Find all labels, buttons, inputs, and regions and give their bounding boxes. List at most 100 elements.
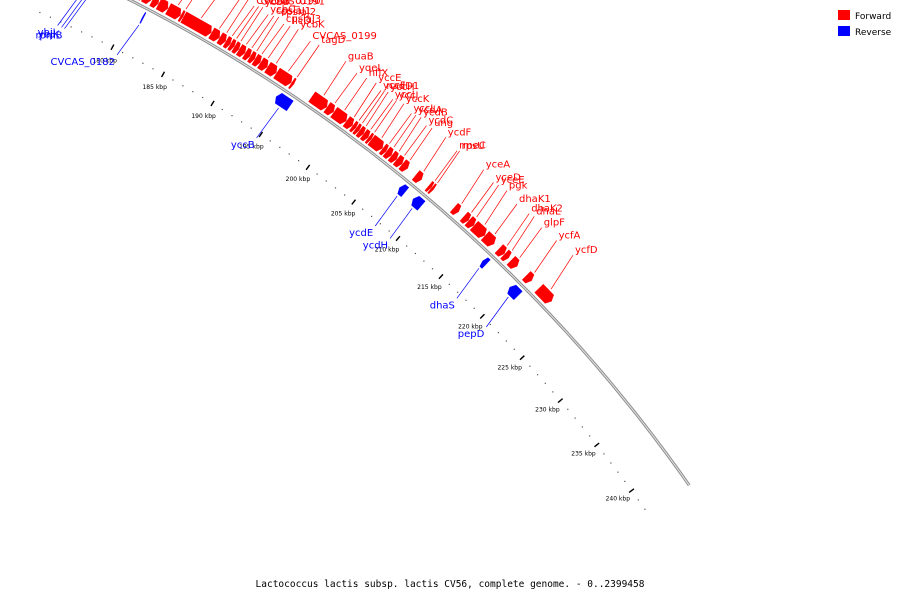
gene-pepD[interactable]: [507, 284, 523, 301]
gene-label-ycdH[interactable]: ycdH: [363, 240, 388, 251]
gene-CVCAS_0186[interactable]: [177, 10, 186, 23]
gene-label-cpslaJ1[interactable]: cpslaJ1: [276, 6, 311, 17]
gene-ycdB[interactable]: [387, 150, 399, 164]
gene-label-ycbC[interactable]: ycbC: [270, 4, 295, 15]
gene-guaB[interactable]: [308, 91, 328, 111]
gene-label-ybjJ[interactable]: ybjJ: [38, 28, 56, 39]
gene-label-CVCAS_0182[interactable]: CVCAS_0182: [51, 57, 115, 68]
gene-label-pepD[interactable]: pepD: [458, 329, 485, 340]
gene-label-ycbB[interactable]: ycbB: [265, 0, 290, 8]
gene-yqeL[interactable]: [323, 102, 336, 116]
gene-cpslaJ1[interactable]: [241, 47, 252, 61]
gene-CVCAS_0182[interactable]: [139, 12, 147, 24]
gene-label-dhaL[interactable]: dhaL: [536, 206, 561, 217]
gene-label-rpsU[interactable]: rpsU: [462, 141, 485, 152]
gene-yccH[interactable]: [355, 125, 366, 138]
gene-label-CVCAS_0190[interactable]: CVCAS_0190: [256, 0, 320, 7]
gene-dhaL[interactable]: [500, 249, 512, 262]
gene-rmeC[interactable]: [424, 180, 435, 193]
gene-label-hflX[interactable]: hflX: [369, 68, 389, 79]
gene-label-ycdB[interactable]: ycdB: [423, 107, 448, 118]
gene-label-tagD[interactable]: tagD: [321, 35, 345, 46]
gene-cpslaJ3[interactable]: [251, 53, 262, 67]
gene-label-yceE[interactable]: yceE: [501, 175, 525, 186]
gene-ycdC[interactable]: [392, 154, 405, 168]
gene-yccL[interactable]: [378, 143, 389, 156]
gene-ycdA[interactable]: [382, 146, 394, 160]
gene-ycfA[interactable]: [521, 271, 535, 284]
gene-label-ycfA[interactable]: ycfA: [559, 231, 581, 242]
gene-label-ung[interactable]: ung: [434, 118, 453, 129]
gene-label-ycdC[interactable]: ycdC: [429, 116, 454, 127]
gene-label-ycbK[interactable]: ycbK: [300, 19, 325, 30]
gene-label-rmeC[interactable]: rmeC: [459, 141, 486, 152]
gene-licD[interactable]: [257, 57, 269, 71]
gene-rgpC[interactable]: [155, 0, 169, 13]
gene-yccE[interactable]: [342, 116, 355, 130]
gene-pgk[interactable]: [469, 220, 487, 238]
gene-label-yccH[interactable]: yccH: [390, 82, 414, 93]
gene-ycbB[interactable]: [231, 41, 241, 54]
gene-yccI[interactable]: [359, 128, 371, 142]
gene-dhaK1[interactable]: [480, 231, 497, 247]
gene-yccF[interactable]: [348, 120, 359, 133]
gene-CVCAS_0189[interactable]: [216, 32, 227, 46]
gene-hflX[interactable]: [330, 106, 348, 125]
gene-label-CVCAS_0199[interactable]: CVCAS_0199: [312, 31, 376, 42]
gene-yccK[interactable]: [367, 134, 384, 152]
gene-yccB[interactable]: [275, 93, 294, 112]
gene-dhaK2[interactable]: [494, 244, 507, 257]
gene-rgpB[interactable]: [149, 0, 159, 9]
gene-cpslaJ2[interactable]: [247, 50, 257, 64]
gene-label-cpslaJ2[interactable]: cpslaJ2: [281, 7, 316, 18]
gene-label-ycfD[interactable]: ycfD: [575, 245, 598, 256]
gene-rgpF[interactable]: [180, 11, 212, 37]
gene-ycdE[interactable]: [397, 184, 410, 198]
gene-rgpD[interactable]: [165, 3, 181, 20]
gene-label-ycdE[interactable]: ycdE: [349, 228, 373, 239]
gene-CVCAS_0191[interactable]: [227, 38, 237, 52]
gene-ycdH[interactable]: [411, 195, 426, 211]
gene-label-yccI[interactable]: yccI: [395, 89, 415, 100]
gene-ycbC[interactable]: [235, 44, 247, 58]
gene-yceD[interactable]: [459, 211, 472, 224]
gene-CVCAS_0190[interactable]: [222, 36, 233, 49]
gene-label-nadD1[interactable]: nadD1: [386, 81, 419, 92]
gene-label-yceD[interactable]: yceD: [496, 173, 522, 184]
gene-nadD1[interactable]: [352, 123, 362, 135]
gene-label-ycdA[interactable]: ycdA: [418, 105, 443, 116]
gene-tagD[interactable]: [288, 77, 297, 90]
gene-label-guaB[interactable]: guaB: [348, 51, 374, 62]
gene-label-dhaK2[interactable]: dhaK2: [531, 204, 563, 215]
gene-label-CVCAS_0191[interactable]: CVCAS_0191: [261, 0, 325, 8]
gene-CVCAS_0199[interactable]: [273, 67, 293, 87]
gene-yceA[interactable]: [449, 202, 462, 216]
gene-label-ybjK[interactable]: ybjK: [38, 29, 60, 40]
gene-label-glpF[interactable]: glpF: [544, 218, 565, 229]
gene-label-rpmB[interactable]: rpmB: [35, 31, 62, 42]
gene-yceE[interactable]: [464, 216, 477, 229]
gene-label-licD[interactable]: licD: [292, 16, 311, 27]
gene-dhaS[interactable]: [479, 257, 491, 269]
gene-label-ycdF[interactable]: ycdF: [448, 127, 472, 138]
gene-label-cpslaJ3[interactable]: cpslaJ3: [286, 14, 321, 25]
gene-glpF[interactable]: [506, 255, 520, 269]
gene-ycfD[interactable]: [534, 283, 554, 304]
gene-ung[interactable]: [398, 159, 410, 172]
gene-label-yccE[interactable]: yccE: [378, 73, 401, 84]
gene-label-yccB[interactable]: yccB: [231, 140, 255, 151]
gene-label-yqeL[interactable]: yqeL: [359, 63, 383, 74]
gene-label-dhaK1[interactable]: dhaK1: [519, 194, 551, 205]
gene-label-pgk[interactable]: pgk: [509, 181, 528, 192]
gene-CVCAS_0188[interactable]: [208, 27, 221, 42]
gene-label-yccL[interactable]: yccL: [413, 104, 436, 115]
gene-label-yccJ[interactable]: yccJ: [399, 90, 419, 101]
gene-ycbK[interactable]: [264, 61, 278, 77]
gene-ycdF[interactable]: [411, 170, 424, 184]
gene-label-dhaS[interactable]: dhaS: [430, 300, 455, 311]
gene-rmlD[interactable]: [140, 0, 152, 5]
gene-yccJ[interactable]: [364, 132, 375, 145]
gene-rpsU[interactable]: [427, 183, 437, 195]
gene-label-yccK[interactable]: yccK: [406, 94, 430, 105]
gene-label-yceA[interactable]: yceA: [486, 160, 511, 171]
